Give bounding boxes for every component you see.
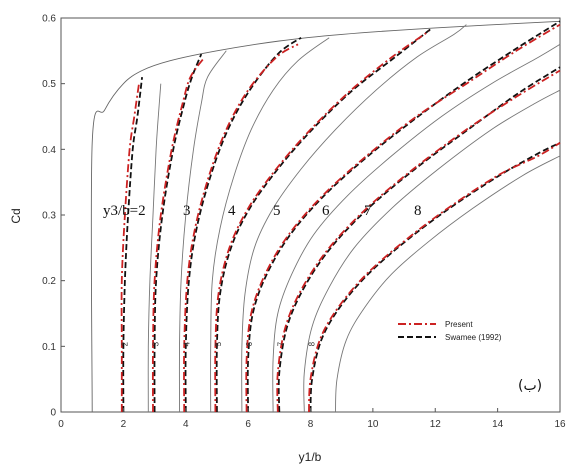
present-curve-4 <box>183 43 299 413</box>
x-tick-label-14: 14 <box>492 419 504 430</box>
present-curve-5 <box>214 30 430 413</box>
x-tick-label-4: 4 <box>183 419 189 430</box>
reference-curve-3 <box>178 50 227 413</box>
legend-present-label: Present <box>445 320 473 329</box>
inline-label-7: 7 <box>276 341 285 346</box>
present-curve-6 <box>245 23 561 413</box>
y-tick-label-0: 0 <box>50 408 56 419</box>
swamee-curve-4 <box>184 36 302 413</box>
inline-label-8: 8 <box>308 341 317 346</box>
curve-label-4: 4 <box>228 203 236 219</box>
reference-curve-7 <box>303 89 561 413</box>
inline-label-5: 5 <box>214 341 223 346</box>
swamee-curve-3 <box>153 53 203 413</box>
inline-label-2: 2 <box>120 341 129 346</box>
y-tick-label-0.2: 0.2 <box>42 276 56 287</box>
curve-label-5: 5 <box>273 203 281 219</box>
panel-mark: (ب) <box>518 378 542 394</box>
curve-label-7: 7 <box>364 203 372 219</box>
reference-curve-6 <box>272 43 561 413</box>
x-tick-label-8: 8 <box>308 419 314 430</box>
present-curve-2 <box>120 83 140 412</box>
plot-area <box>60 17 561 413</box>
y-tick-label-0.4: 0.4 <box>42 145 56 156</box>
swamee-curve-8 <box>309 141 561 413</box>
y-tick-label-0.3: 0.3 <box>42 211 56 222</box>
swamee-curve-5 <box>215 27 433 413</box>
present-curve-3 <box>151 56 206 413</box>
curve-label-3: 3 <box>183 203 191 219</box>
x-tick-label-10: 10 <box>367 419 379 430</box>
present-curve-8 <box>308 142 561 413</box>
swamee-curve-2 <box>122 76 143 413</box>
x-tick-label-0: 0 <box>58 419 64 430</box>
inline-label-3: 3 <box>152 341 161 346</box>
x-tick-label-12: 12 <box>430 419 442 430</box>
envelope-curve <box>90 20 561 413</box>
y-tick-label-0.6: 0.6 <box>42 14 56 25</box>
reference-curve-8 <box>335 155 561 413</box>
y-tick-label-0.5: 0.5 <box>42 79 56 90</box>
x-axis-label: y1/b <box>299 450 322 464</box>
ticks-layer: 0 2 4 6 8 10 12 14 16 0 0.1 0.2 0.3 0.4 0.5 0.6 <box>42 14 566 431</box>
legend: Present Swamee (1992) <box>398 320 502 342</box>
x-tick-label-16: 16 <box>554 419 566 430</box>
present-curve-7 <box>276 69 561 413</box>
swamee-curve-6 <box>246 20 561 413</box>
y-tick-label-0.1: 0.1 <box>42 342 56 353</box>
reference-curve-2 <box>147 83 162 413</box>
curve-label-8: 8 <box>414 203 422 219</box>
x-tick-label-2: 2 <box>121 419 127 430</box>
inline-label-6: 6 <box>245 341 254 346</box>
curve-label-6: 6 <box>322 203 330 219</box>
y-axis-label: Cd <box>9 208 23 223</box>
curves-layer: 2 3 4 5 6 7 8 <box>90 20 561 413</box>
reference-curve-4 <box>210 37 330 413</box>
curve-label-2: y3/b=2 <box>103 203 146 219</box>
inline-label-4: 4 <box>183 341 192 346</box>
x-tick-label-6: 6 <box>245 419 251 430</box>
legend-swamee-label: Swamee (1992) <box>445 333 502 342</box>
reference-curve-5 <box>241 24 467 413</box>
